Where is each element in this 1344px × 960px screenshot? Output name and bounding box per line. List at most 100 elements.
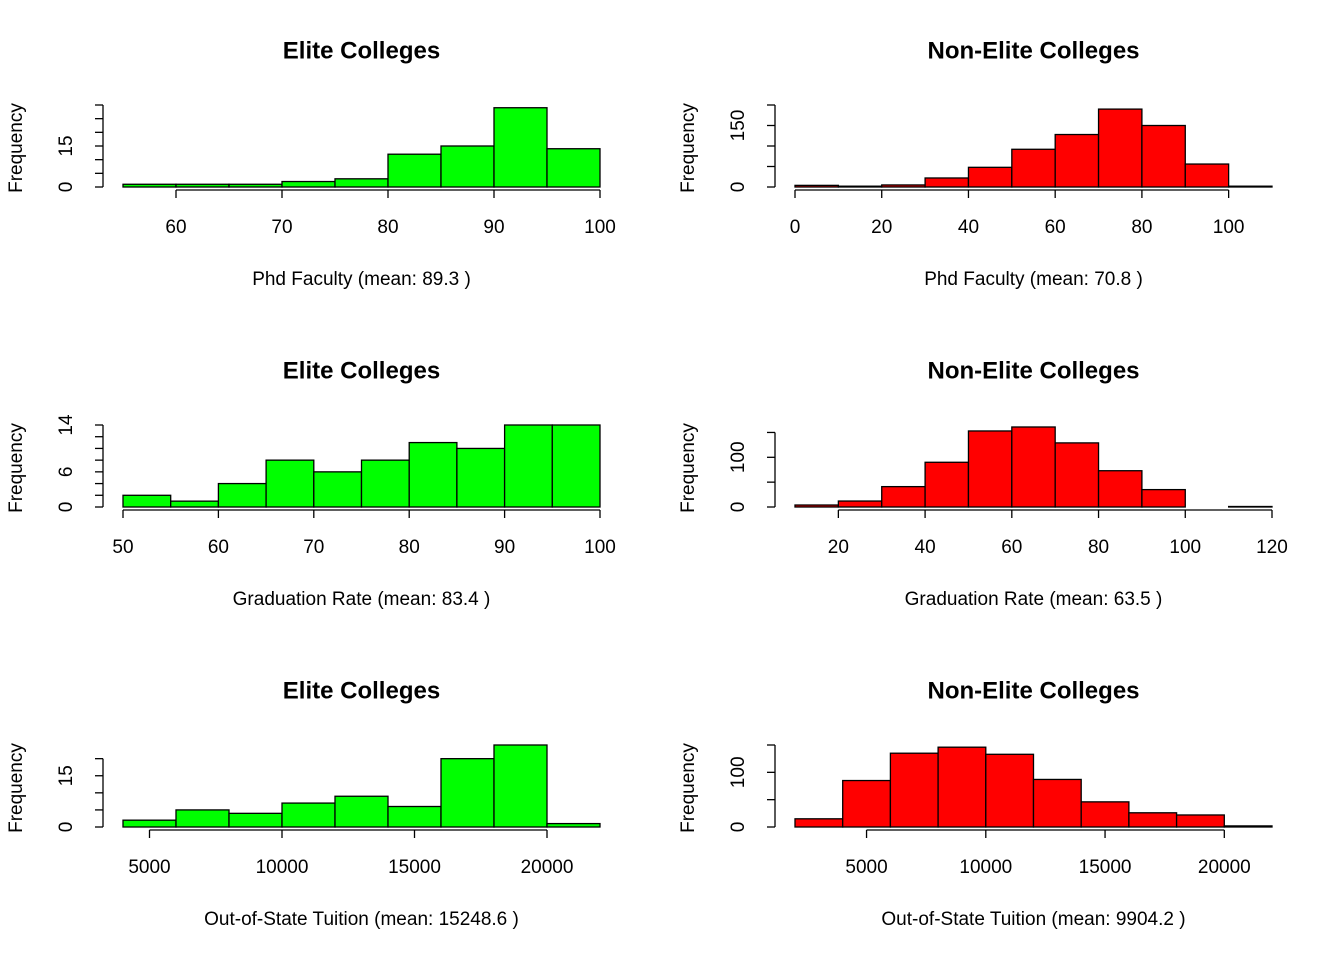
x-tick-label: 5000 [128, 857, 170, 878]
y-axis-label: Frequency [678, 103, 699, 193]
bar [175, 183, 230, 188]
x-tick-label: 20 [871, 217, 892, 238]
bar [1011, 148, 1056, 188]
bar [1184, 163, 1230, 188]
x-tick-label: 15000 [1079, 857, 1132, 878]
bar [1054, 442, 1100, 508]
x-tick-label: 100 [584, 217, 616, 238]
x-tick-label: 100 [1169, 537, 1201, 558]
x-tick-label: 40 [958, 217, 979, 238]
chart-title: Non-Elite Colleges [927, 357, 1139, 384]
x-tick-label: 90 [494, 537, 515, 558]
bar [281, 180, 336, 188]
bar [924, 177, 970, 188]
y-tick-label: 15 [56, 765, 77, 786]
bar [265, 459, 315, 508]
x-tick-label: 100 [584, 537, 616, 558]
x-axis-label: Out-of-State Tuition (mean: 9904.2 ) [881, 909, 1185, 930]
y-tick-label: 14 [56, 414, 77, 436]
y-tick-label: 0 [56, 822, 77, 833]
bar [889, 752, 939, 828]
bar [440, 758, 495, 828]
y-tick-label: 150 [728, 110, 749, 142]
chart-title: Elite Colleges [283, 357, 440, 384]
x-tick-label: 80 [1131, 217, 1152, 238]
y-axis-label: Frequency [6, 103, 27, 193]
bar [334, 178, 389, 188]
x-tick-label: 15000 [388, 857, 441, 878]
bar [881, 485, 926, 508]
bar [493, 107, 548, 188]
bar [1128, 812, 1178, 828]
bar [503, 424, 553, 508]
x-axis-label: Phd Faculty (mean: 70.8 ) [924, 269, 1143, 290]
bar [387, 805, 442, 828]
x-tick-label: 80 [1088, 537, 1109, 558]
bar [1141, 488, 1186, 508]
chart-title: Elite Colleges [283, 677, 440, 704]
y-tick-label: 100 [728, 756, 749, 788]
bar [837, 185, 883, 188]
y-tick-label: 0 [728, 182, 749, 193]
x-tick-label: 60 [208, 537, 229, 558]
bar [175, 809, 230, 828]
x-axis-label: Graduation Rate (mean: 63.5 ) [905, 589, 1163, 610]
bar [794, 504, 840, 508]
x-tick-label: 80 [377, 217, 398, 238]
bar [1011, 426, 1056, 508]
y-tick-label: 0 [56, 502, 77, 513]
x-axis-label: Graduation Rate (mean: 83.4 ) [233, 589, 491, 610]
bar [313, 471, 363, 508]
bar [546, 148, 601, 188]
bar [794, 818, 844, 828]
x-tick-label: 40 [915, 537, 936, 558]
bar [170, 500, 220, 508]
bar [842, 779, 892, 828]
x-axis-label: Out-of-State Tuition (mean: 15248.6 ) [204, 909, 519, 930]
y-axis-label: Frequency [678, 743, 699, 833]
bar [1080, 801, 1130, 828]
y-axis-label: Frequency [678, 423, 699, 513]
bar [493, 744, 548, 828]
y-tick-label: 0 [728, 822, 749, 833]
x-tick-label: 5000 [845, 857, 887, 878]
bar [1032, 778, 1082, 828]
bar [1054, 133, 1100, 188]
y-tick-label: 100 [728, 441, 749, 473]
x-tick-label: 20 [828, 537, 849, 558]
bar [456, 447, 506, 508]
x-tick-label: 20000 [521, 857, 574, 878]
x-tick-label: 50 [112, 537, 133, 558]
bar [440, 145, 495, 188]
bar [1223, 825, 1273, 828]
bar [837, 500, 883, 508]
x-tick-label: 90 [483, 217, 504, 238]
bar [546, 822, 601, 828]
bar [228, 183, 283, 188]
bar [1175, 814, 1225, 828]
bar [924, 461, 970, 508]
x-tick-label: 60 [1001, 537, 1022, 558]
x-tick-label: 20000 [1198, 857, 1251, 878]
y-tick-label: 0 [728, 502, 749, 513]
x-tick-label: 10000 [256, 857, 309, 878]
bar [228, 812, 283, 828]
bar [217, 482, 267, 508]
bar [937, 746, 987, 828]
y-axis-label: Frequency [6, 743, 27, 833]
bar [1141, 124, 1186, 188]
bar [122, 494, 172, 508]
bar [967, 430, 1013, 508]
bar [281, 802, 336, 828]
x-tick-label: 100 [1213, 217, 1245, 238]
bar [551, 424, 601, 508]
x-tick-label: 60 [165, 217, 186, 238]
bar [985, 753, 1035, 828]
bar [881, 184, 926, 188]
x-tick-label: 10000 [959, 857, 1012, 878]
bar [967, 166, 1013, 188]
y-tick-label: 0 [56, 182, 77, 193]
bar [122, 183, 177, 188]
bar [794, 184, 840, 188]
